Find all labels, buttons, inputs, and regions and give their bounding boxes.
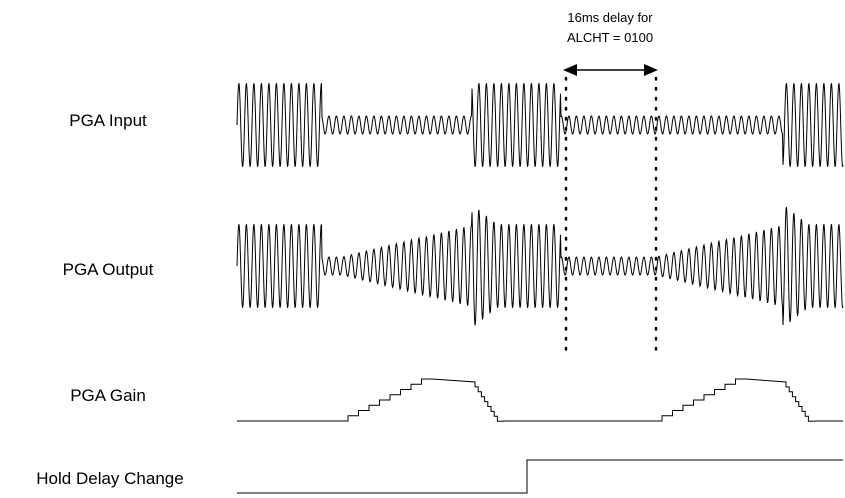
annotation-line-2: ALCHT = 0100 — [567, 30, 653, 45]
hold-delay-change-waveform — [237, 459, 843, 494]
pga-gain-waveform — [237, 378, 843, 422]
signal-label-pga-output: PGA Output — [63, 260, 154, 279]
delay-arrow — [563, 64, 658, 76]
annotation-line-1: 16ms delay for — [567, 10, 653, 25]
signal-label-hold-delay-change: Hold Delay Change — [36, 469, 183, 488]
pga-input-waveform — [236, 83, 844, 167]
pga-output-waveform — [236, 206, 844, 326]
signal-label-pga-gain: PGA Gain — [70, 386, 146, 405]
signal-label-pga-input: PGA Input — [69, 111, 147, 130]
